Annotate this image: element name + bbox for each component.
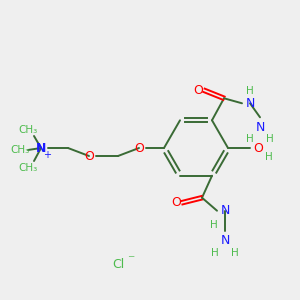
Text: H: H bbox=[246, 86, 254, 96]
Text: O: O bbox=[193, 84, 203, 97]
Text: +: + bbox=[43, 150, 51, 160]
Text: N: N bbox=[36, 142, 46, 154]
Text: H: H bbox=[246, 134, 254, 144]
Text: ⁻: ⁻ bbox=[127, 253, 135, 267]
Text: CH₃: CH₃ bbox=[18, 125, 38, 135]
Text: O: O bbox=[253, 142, 263, 154]
Text: H: H bbox=[231, 248, 239, 258]
Text: O: O bbox=[84, 149, 94, 163]
Text: H: H bbox=[210, 220, 218, 230]
Text: Cl: Cl bbox=[112, 257, 124, 271]
Text: O: O bbox=[171, 196, 181, 209]
Text: CH₃: CH₃ bbox=[11, 145, 30, 155]
Text: O: O bbox=[134, 142, 144, 154]
Text: N: N bbox=[220, 204, 230, 217]
Text: H: H bbox=[266, 134, 274, 144]
Text: H: H bbox=[211, 248, 219, 258]
Text: H: H bbox=[265, 152, 273, 162]
Text: N: N bbox=[255, 121, 265, 134]
Text: N: N bbox=[220, 234, 230, 247]
Text: CH₃: CH₃ bbox=[18, 163, 38, 173]
Text: N: N bbox=[245, 97, 255, 110]
